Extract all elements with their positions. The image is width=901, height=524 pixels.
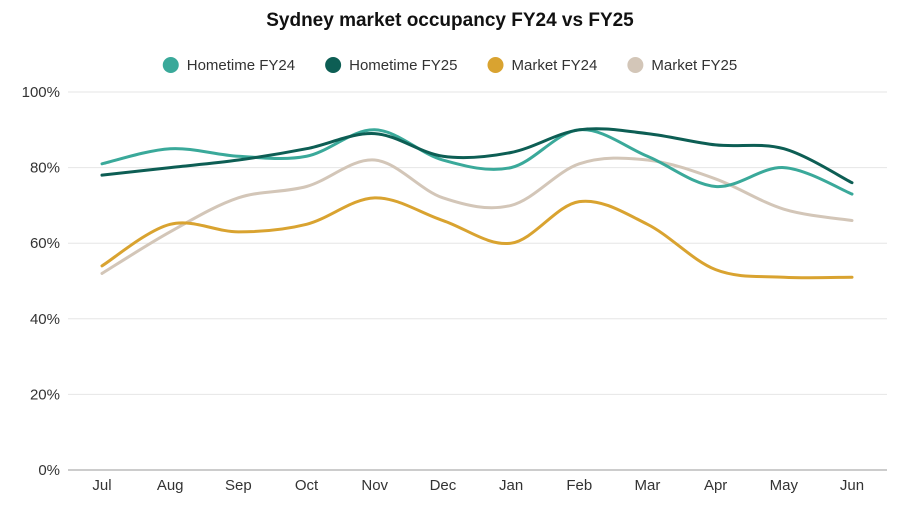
x-tick-label: Apr <box>704 477 727 494</box>
series-line-market-fy24 <box>100 196 854 280</box>
series-line-hometime-fy24 <box>100 128 854 196</box>
x-tick-label: Jan <box>499 477 523 494</box>
legend-label: Market FY24 <box>512 57 598 74</box>
legend-item-hometime-fy25[interactable]: Hometime FY25 <box>325 57 458 74</box>
x-tick-label: Sep <box>225 477 252 494</box>
y-tick-label: 60% <box>30 235 60 252</box>
x-tick-label: Feb <box>566 477 592 494</box>
series-line-hometime-fy25 <box>100 127 854 185</box>
x-tick-label: Nov <box>361 477 388 494</box>
legend-swatch <box>162 57 179 73</box>
x-tick-label: May <box>770 477 799 494</box>
y-tick-label: 40% <box>30 311 60 328</box>
legend-swatch <box>487 57 504 73</box>
x-tick-label: Oct <box>295 477 319 494</box>
legend-swatch <box>627 57 644 73</box>
legend-item-market-fy24[interactable]: Market FY24 <box>487 57 598 74</box>
x-tick-label: Mar <box>635 477 661 494</box>
y-tick-label: 20% <box>30 386 60 403</box>
legend-label: Hometime FY24 <box>187 57 295 74</box>
x-axis-ticks: Jul Aug Sep Oct Nov Dec Jan Feb Mar Apr May Jun <box>92 477 864 494</box>
series-lines <box>100 127 854 280</box>
x-tick-label: Dec <box>430 477 457 494</box>
y-tick-label: 80% <box>30 160 60 177</box>
legend-item-market-fy25[interactable]: Market FY25 <box>627 57 737 74</box>
y-tick-label: 100% <box>22 84 60 101</box>
legend-item-hometime-fy24[interactable]: Hometime FY24 <box>162 57 295 74</box>
legend[interactable]: Hometime FY24 Hometime FY25 Market FY24 Mar… <box>162 57 738 74</box>
y-tick-label: 0% <box>38 462 60 479</box>
legend-label: Hometime FY25 <box>349 57 457 74</box>
series-line-market-fy25 <box>100 156 854 275</box>
legend-swatch <box>325 57 342 73</box>
legend-label: Market FY25 <box>651 57 737 74</box>
x-tick-label: Jul <box>92 477 111 494</box>
x-tick-label: Aug <box>157 477 184 494</box>
chart-title: Sydney market occupancy FY24 vs FY25 <box>266 10 634 31</box>
x-tick-label: Jun <box>840 477 864 494</box>
y-axis-ticks: 0% 20% 40% 60% 80% 100% <box>22 84 60 479</box>
